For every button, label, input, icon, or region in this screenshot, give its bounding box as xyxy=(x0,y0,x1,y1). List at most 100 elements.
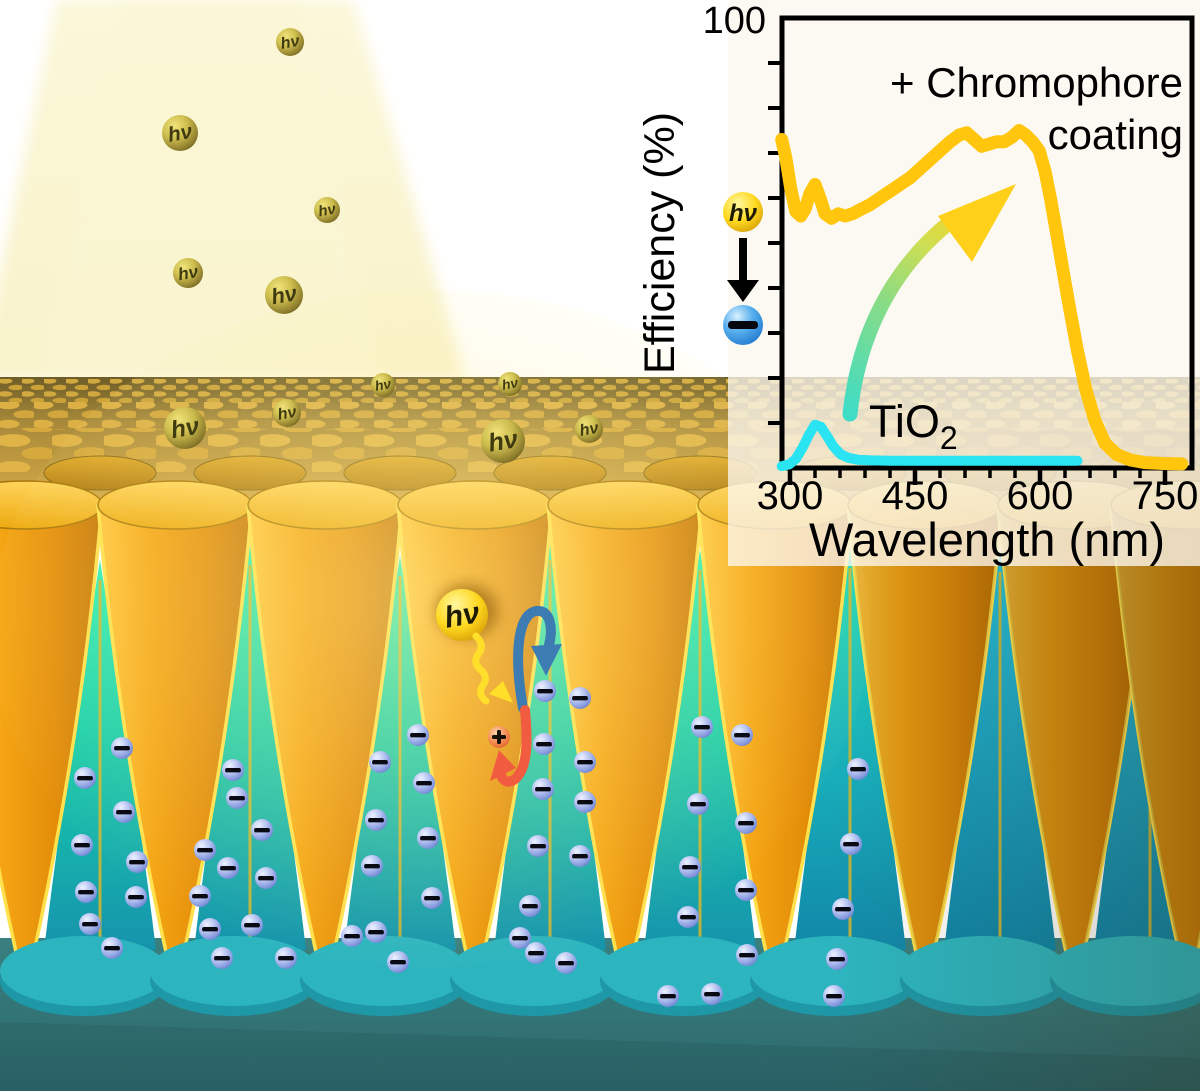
electron xyxy=(840,833,862,855)
electron xyxy=(527,835,549,857)
x-tick-label: 600 xyxy=(1007,474,1074,518)
photon-label: hν xyxy=(176,261,200,284)
photon-sphere xyxy=(164,407,206,449)
electron-minus xyxy=(372,760,388,765)
electrons-in-tio2 xyxy=(71,680,869,1007)
electron-minus xyxy=(572,854,588,859)
electron-minus xyxy=(74,843,90,848)
tio2-subscript: 2 xyxy=(940,420,958,456)
electron xyxy=(211,947,233,969)
electron-minus xyxy=(128,895,144,900)
electron xyxy=(657,985,679,1007)
disc-base-top xyxy=(600,936,768,1006)
electron-minus xyxy=(364,864,380,869)
photon-label: hν xyxy=(276,403,298,424)
electron xyxy=(417,827,439,849)
electron xyxy=(189,885,211,907)
photon-sphere xyxy=(276,28,304,56)
electron xyxy=(519,895,541,917)
electron-minus xyxy=(835,907,851,912)
photon: hν xyxy=(481,419,525,463)
photon-label: hν xyxy=(578,419,600,440)
electron xyxy=(735,879,757,901)
electron xyxy=(387,951,409,973)
electron xyxy=(407,724,429,746)
electron-arrowhead xyxy=(531,644,562,676)
electron-minus xyxy=(682,865,698,870)
electron-minus xyxy=(572,696,588,701)
hero-photon-sphere xyxy=(436,589,488,641)
tio2-main: TiO xyxy=(869,396,940,447)
annotation-tio2: TiO2 xyxy=(869,396,958,456)
electron-minus xyxy=(535,787,551,792)
x-tick-label: 300 xyxy=(757,474,824,518)
electron xyxy=(361,855,383,877)
down-arrowhead-icon xyxy=(727,280,759,302)
electron xyxy=(574,791,596,813)
electron xyxy=(823,985,845,1007)
electron-minus xyxy=(739,953,755,958)
electron-minus xyxy=(390,960,406,965)
electron xyxy=(217,857,239,879)
electron xyxy=(199,918,221,940)
electron-minus xyxy=(734,733,750,738)
electron-minus xyxy=(738,821,754,826)
photon-label: hν xyxy=(501,375,520,393)
hole-arrowhead xyxy=(490,750,516,781)
electron-minus xyxy=(104,946,120,951)
electron-path-arrow xyxy=(513,605,556,713)
electron xyxy=(533,733,555,755)
electron xyxy=(525,942,547,964)
photon-sphere xyxy=(575,415,603,443)
electron xyxy=(75,881,97,903)
annotation-chromophore-line2: coating xyxy=(1048,111,1183,158)
electron-minus xyxy=(82,922,98,927)
electron xyxy=(691,716,713,738)
curve-chromophore xyxy=(775,124,1189,471)
electron-minus xyxy=(738,888,754,893)
electron xyxy=(569,845,591,867)
electron xyxy=(701,983,723,1005)
electron-minus xyxy=(850,767,866,772)
disc-base-top xyxy=(0,936,168,1006)
photon-sphere xyxy=(314,197,340,223)
electron-minus xyxy=(410,733,426,738)
electron-minus xyxy=(829,957,845,962)
photon-sphere xyxy=(265,276,303,314)
electron xyxy=(126,851,148,873)
electron xyxy=(736,944,758,966)
electron-minus xyxy=(197,848,213,853)
electron-minus xyxy=(558,961,574,966)
electron xyxy=(534,680,556,702)
electron xyxy=(226,787,248,809)
photon: hν xyxy=(265,276,303,314)
electron-minus xyxy=(278,956,294,961)
photon: hν xyxy=(162,115,198,151)
electron-minus xyxy=(577,800,593,805)
electron-minus xyxy=(202,927,218,932)
axis-ticks: 300 450 600 750 xyxy=(757,61,1198,518)
electron-minus xyxy=(660,994,676,999)
electron xyxy=(79,913,101,935)
electron-minus xyxy=(344,934,360,939)
photon-sphere xyxy=(173,258,203,288)
photon-label: hν xyxy=(169,413,202,445)
electron xyxy=(365,809,387,831)
x-axis-title: Wavelength (nm) xyxy=(809,513,1165,566)
electron xyxy=(365,921,387,943)
electron-minus xyxy=(244,923,260,928)
y-axis-title: Efficiency (%) xyxy=(636,112,684,374)
electron xyxy=(679,856,701,878)
electron xyxy=(74,767,96,789)
electron xyxy=(735,812,757,834)
legend-photon-label: hν xyxy=(729,200,758,227)
hole-path-arrow xyxy=(494,705,532,787)
legend-electron-minus xyxy=(728,321,758,329)
electron xyxy=(731,724,753,746)
electron xyxy=(832,898,854,920)
electron-minus xyxy=(694,725,710,730)
legend-photon-icon xyxy=(723,192,763,232)
electron-minus xyxy=(522,904,538,909)
electron xyxy=(194,839,216,861)
photon-wavy-arrow xyxy=(472,632,490,705)
